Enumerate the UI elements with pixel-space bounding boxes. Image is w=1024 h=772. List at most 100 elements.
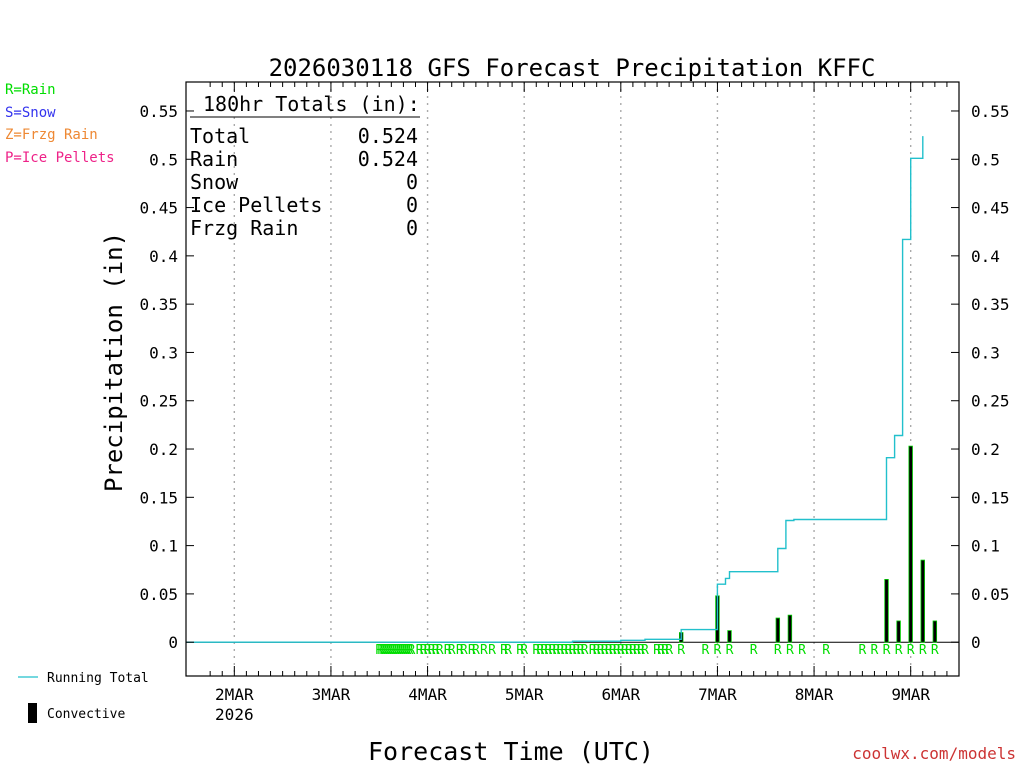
- ptype-marker-32: R: [504, 643, 512, 658]
- y-tick-label-left: 0.45: [139, 199, 178, 218]
- ptype-marker-43: R: [565, 643, 573, 658]
- ptype-marker-60: R: [637, 643, 645, 658]
- ptype-marker-46: R: [577, 643, 585, 658]
- ptype-marker-39: R: [548, 643, 556, 658]
- x-tick-label: 9MAR: [891, 685, 930, 704]
- convective-legend-swatch: [28, 703, 37, 723]
- legend-frzg-rain: Z=Frzg Rain: [5, 127, 98, 143]
- ptype-marker-47: R: [581, 643, 589, 658]
- legend-ice-pellets: P=Ice Pellets: [5, 150, 115, 166]
- legend-rain: R=Rain: [5, 82, 56, 98]
- ptype-marker-19: R: [424, 643, 432, 658]
- convective-bar-4: [787, 614, 793, 643]
- ptype-marker-54: R: [613, 643, 621, 658]
- ptype-marker-74: R: [822, 643, 830, 658]
- ptype-marker-72: R: [786, 643, 794, 658]
- ptype-marker-8: R: [391, 643, 399, 658]
- x-tick-label: 4MAR: [408, 685, 447, 704]
- ptype-marker-18: R: [420, 643, 428, 658]
- x-tick-sublabel: 2026: [215, 705, 254, 724]
- y-tick-label-right: 0.45: [971, 199, 1010, 218]
- ptype-marker-1: R: [377, 643, 385, 658]
- ptype-marker-68: R: [714, 643, 722, 658]
- ptype-marker-66: R: [677, 643, 685, 658]
- ptype-marker-53: R: [609, 643, 617, 658]
- ptype-marker-28: R: [472, 643, 480, 658]
- convective-bar-8: [920, 559, 925, 643]
- y-axis-label: Precipitation (in): [100, 232, 128, 492]
- totals-row-label: Ice Pellets: [190, 193, 322, 217]
- y-tick-label-left: 0.25: [139, 392, 178, 411]
- series-legend: Running Total Convective: [18, 671, 149, 723]
- ptype-marker-45: R: [573, 643, 581, 658]
- convective-bar-5: [884, 579, 889, 643]
- convective-bar-9: [932, 620, 938, 643]
- ptype-marker-6: R: [387, 643, 395, 658]
- grid-layer: [233, 82, 912, 676]
- convective-bar-2: [727, 630, 732, 643]
- ptype-marker-10: R: [395, 643, 403, 658]
- ptype-marker-64: R: [661, 643, 669, 658]
- y-tick-label-right: 0.4: [971, 247, 1000, 266]
- ptype-marker-65: R: [665, 643, 673, 658]
- ptype-marker-52: R: [605, 643, 613, 658]
- ptype-marker-58: R: [629, 643, 637, 658]
- y-tick-label-left: 0.1: [149, 537, 178, 556]
- ptype-marker-4: R: [383, 643, 391, 658]
- ptype-marker-17: R: [416, 643, 424, 658]
- ptype-marker-13: R: [402, 643, 410, 658]
- totals-row-value: 0: [406, 170, 418, 194]
- ptype-marker-23: R: [444, 643, 452, 658]
- y-tick-label-right: 0.15: [971, 488, 1010, 507]
- ptype-marker-49: R: [593, 643, 601, 658]
- ptype-marker-37: R: [540, 643, 548, 658]
- y-tick-label-left: 0.5: [149, 150, 178, 169]
- ptype-marker-9: R: [393, 643, 401, 658]
- y-tick-label-left: 0.15: [139, 488, 178, 507]
- y-tick-label-right: 0.35: [971, 295, 1010, 314]
- ptype-marker-34: R: [520, 643, 528, 658]
- ptype-marker-0: R: [375, 643, 383, 658]
- ptype-marker-69: R: [726, 643, 734, 658]
- ptype-marker-41: R: [557, 643, 565, 658]
- y-tick-label-right: 0: [971, 633, 981, 652]
- totals-row-value: 0: [406, 193, 418, 217]
- totals-row-label: Total: [190, 124, 250, 148]
- ptype-marker-22: R: [436, 643, 444, 658]
- totals-row-label: Frzg Rain: [190, 216, 298, 240]
- ptype-marker-30: R: [488, 643, 496, 658]
- plot-frame: [185, 81, 960, 677]
- axis-layer: 0 00.05 0.050.1 0.10.15 0.150.2 0.20.25 0.250.…: [139, 81, 1010, 724]
- x-tick-label: 5MAR: [505, 685, 544, 704]
- ptype-marker-26: R: [460, 643, 468, 658]
- x-tick-label: 8MAR: [795, 685, 834, 704]
- ptype-marker-25: R: [456, 643, 464, 658]
- x-tick-label: 6MAR: [602, 685, 641, 704]
- ptype-marker-56: R: [621, 643, 629, 658]
- ptype-marker-48: R: [589, 643, 597, 658]
- ptype-marker-79: R: [907, 643, 915, 658]
- y-tick-label-left: 0.3: [149, 343, 178, 362]
- y-tick-label-right: 0.55: [971, 102, 1010, 121]
- ptype-marker-20: R: [428, 643, 436, 658]
- ptype-marker-62: R: [653, 643, 661, 658]
- y-tick-label-right: 0.1: [971, 537, 1000, 556]
- totals-row-label: Snow: [190, 170, 239, 194]
- ptype-marker-38: R: [544, 643, 552, 658]
- ptype-marker-15: R: [406, 643, 414, 658]
- y-tick-label-right: 0.3: [971, 343, 1000, 362]
- ptype-marker-75: R: [858, 643, 866, 658]
- ptype-marker-2: R: [379, 643, 387, 658]
- ptype-marker-40: R: [552, 643, 560, 658]
- ptype-marker-36: R: [536, 643, 544, 658]
- ptype-marker-73: R: [798, 643, 806, 658]
- x-tick-label: 2MAR: [215, 685, 254, 704]
- footer-url[interactable]: coolwx.com/models: [852, 744, 1016, 763]
- y-tick-label-right: 0.25: [971, 392, 1010, 411]
- convective-legend-label: Convective: [47, 707, 125, 722]
- ptype-marker-67: R: [701, 643, 709, 658]
- x-tick-label: 7MAR: [698, 685, 737, 704]
- totals-row-value: 0.524: [358, 147, 418, 171]
- ptype-marker-31: R: [500, 643, 508, 658]
